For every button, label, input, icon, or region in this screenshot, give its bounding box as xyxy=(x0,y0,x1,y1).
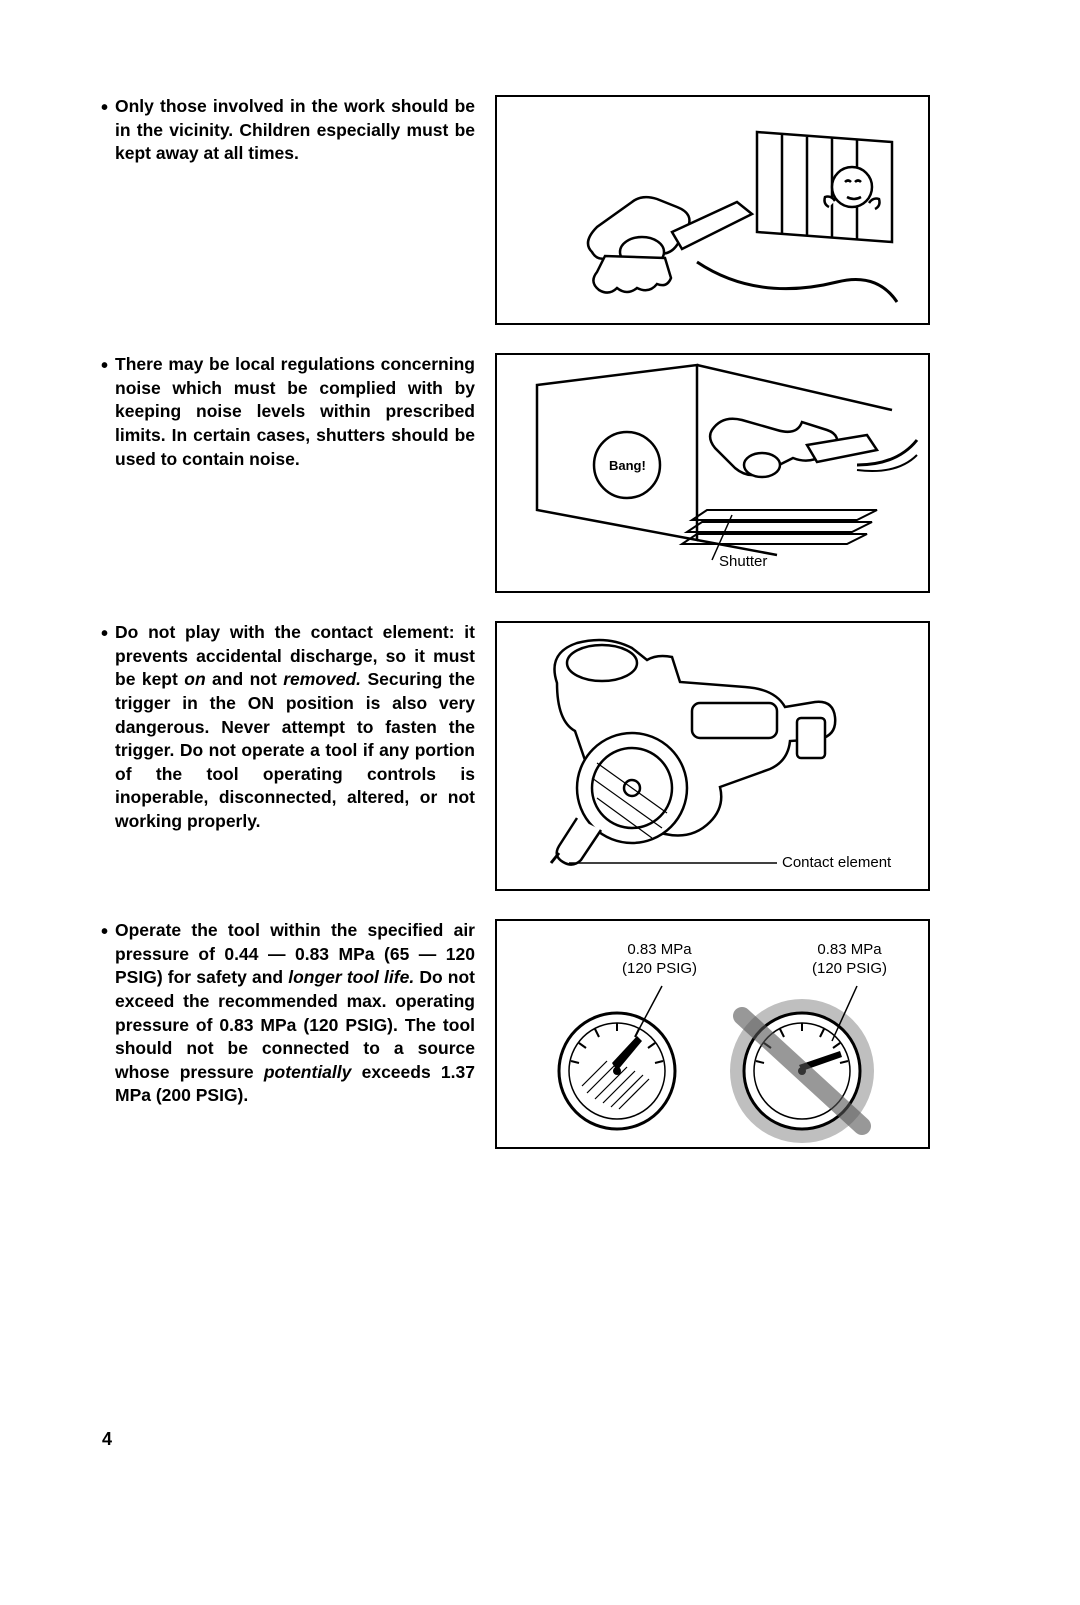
text-part: and not xyxy=(206,669,284,689)
figure-contact-element: Contact element xyxy=(495,621,930,891)
gauge-right-label: 0.83 MPa (120 PSIG) xyxy=(812,941,887,979)
gauge-left-label: 0.83 MPa (120 PSIG) xyxy=(622,941,697,979)
contact-element-label: Contact element xyxy=(782,854,891,871)
figure-keep-children-away xyxy=(495,95,930,325)
gauge-value: (120 PSIG) xyxy=(622,960,697,977)
text-column: Only those involved in the work should b… xyxy=(95,95,495,166)
bullet-text: Do not play with the contact element: it… xyxy=(103,621,475,834)
text-part-italic: on xyxy=(184,669,205,689)
illustration-shutter xyxy=(497,355,932,595)
text-column: Operate the tool within the specified ai… xyxy=(95,919,495,1108)
shutter-label: Shutter xyxy=(719,553,767,570)
figure-pressure-gauges: 0.83 MPa (120 PSIG) 0.83 MPa (120 PSIG) xyxy=(495,919,930,1149)
bullet-text: Operate the tool within the specified ai… xyxy=(103,919,475,1108)
text-column: There may be local regulations concernin… xyxy=(95,353,495,471)
gauge-value: 0.83 MPa xyxy=(817,941,881,958)
page-number: 4 xyxy=(102,1429,112,1450)
bullet-text: Only those involved in the work should b… xyxy=(103,95,475,166)
gauge-value: (120 PSIG) xyxy=(812,960,887,977)
text-part: Securing the trigger in the ON position … xyxy=(115,669,475,831)
figure-noise-shutter: Bang! Shutter xyxy=(495,353,930,593)
text-part-italic: potentially xyxy=(264,1062,352,1082)
illustration-child-window xyxy=(497,97,932,327)
bang-label: Bang! xyxy=(609,458,646,473)
safety-item-1: Only those involved in the work should b… xyxy=(95,95,1020,325)
illustration-nailer xyxy=(497,623,932,893)
text-part-italic: removed. xyxy=(283,669,361,689)
safety-item-3: Do not play with the contact element: it… xyxy=(95,621,1020,891)
text-part-italic: longer tool life. xyxy=(288,967,414,987)
text-column: Do not play with the contact element: it… xyxy=(95,621,495,834)
safety-item-4: Operate the tool within the specified ai… xyxy=(95,919,1020,1149)
bullet-text: There may be local regulations concernin… xyxy=(103,353,475,471)
gauge-value: 0.83 MPa xyxy=(627,941,691,958)
safety-item-2: There may be local regulations concernin… xyxy=(95,353,1020,593)
